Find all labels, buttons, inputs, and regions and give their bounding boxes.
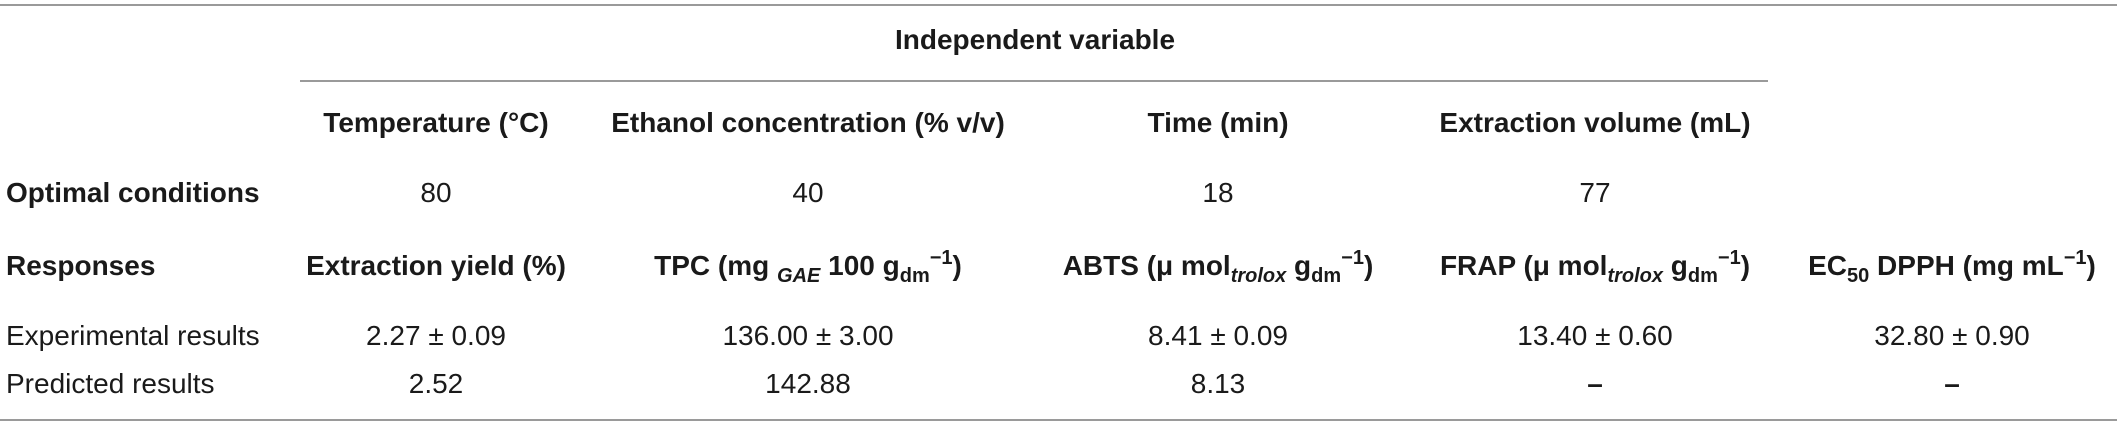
header-ec50-dpph: EC50 DPPH (mg mL−1) (1808, 247, 2096, 287)
experimental-frap: 13.40 ± 0.60 (1517, 320, 1673, 351)
row-label-predicted-results: Predicted results (6, 368, 215, 399)
abts-sup: −1 (1341, 247, 1364, 269)
ec50-sub: 50 (1847, 265, 1870, 287)
ec50-suffix: ) (2086, 250, 2096, 281)
experimental-ec50: 32.80 ± 0.90 (1874, 320, 2030, 351)
abts-sub-dm: dm (1311, 265, 1342, 287)
row-label-responses: Responses (6, 250, 156, 281)
frap-prefix: FRAP (μ mol (1439, 250, 1608, 281)
frap-sup: −1 (1717, 247, 1741, 269)
abts-suffix: ) (1363, 250, 1374, 281)
predicted-extraction-yield: 2.52 (408, 368, 464, 399)
header-frap: FRAP (μ moltrolox gdm−1) (1439, 247, 1751, 287)
predicted-tpc: 142.88 (765, 368, 851, 399)
frap-suffix: ) (1740, 250, 1751, 281)
tpc-suffix: ) (952, 250, 962, 281)
header-extraction-yield: Extraction yield (%) (306, 250, 566, 281)
ec50-mid: DPPH (mg mL (1869, 250, 2064, 281)
predicted-frap: – (1587, 368, 1603, 399)
abts-prefix: ABTS (μ mol (1062, 250, 1231, 281)
row-label-optimal-conditions: Optimal conditions (6, 177, 260, 208)
tpc-sub-gae: GAE (777, 265, 821, 287)
group-header-independent-variable: Independent variable (894, 24, 1176, 55)
table-top-rule (0, 4, 2117, 6)
predicted-abts: 8.13 (1190, 368, 1246, 399)
row-label-experimental-results: Experimental results (6, 320, 260, 351)
experimental-extraction-yield: 2.27 ± 0.09 (366, 320, 506, 351)
frap-sub-dm: dm (1687, 265, 1718, 287)
header-ethanol-concentration: Ethanol concentration (% v/v) (611, 107, 1005, 138)
header-abts: ABTS (μ moltrolox gdm−1) (1062, 247, 1374, 287)
abts-sub-trolox: trolox (1230, 265, 1287, 287)
tpc-sup: −1 (929, 247, 953, 269)
ec50-sup: −1 (2063, 247, 2087, 269)
table-bottom-rule (0, 419, 2117, 421)
ec50-prefix: EC (1808, 250, 1848, 281)
experimental-abts: 8.41 ± 0.09 (1148, 320, 1288, 351)
header-time: Time (min) (1147, 107, 1289, 138)
optimal-time-value: 18 (1202, 177, 1234, 208)
abts-mid: g (1286, 250, 1312, 281)
frap-sub-trolox: trolox (1607, 265, 1664, 287)
predicted-ec50: – (1944, 368, 1960, 399)
header-temperature: Temperature (°C) (323, 107, 549, 138)
tpc-mid: 100 g (820, 250, 900, 281)
tpc-sub-dm: dm (899, 265, 930, 287)
tpc-prefix: TPC (mg (654, 250, 778, 281)
frap-mid: g (1663, 250, 1688, 281)
header-extraction-volume: Extraction volume (mL) (1439, 107, 1751, 138)
header-tpc: TPC (mg GAE 100 gdm−1) (654, 247, 962, 287)
optimal-temperature-value: 80 (420, 177, 452, 208)
optimal-ethanol-value: 40 (792, 177, 824, 208)
experimental-tpc: 136.00 ± 3.00 (722, 320, 894, 351)
optimal-volume-value: 77 (1579, 177, 1611, 208)
group-header-rule (300, 80, 1768, 82)
